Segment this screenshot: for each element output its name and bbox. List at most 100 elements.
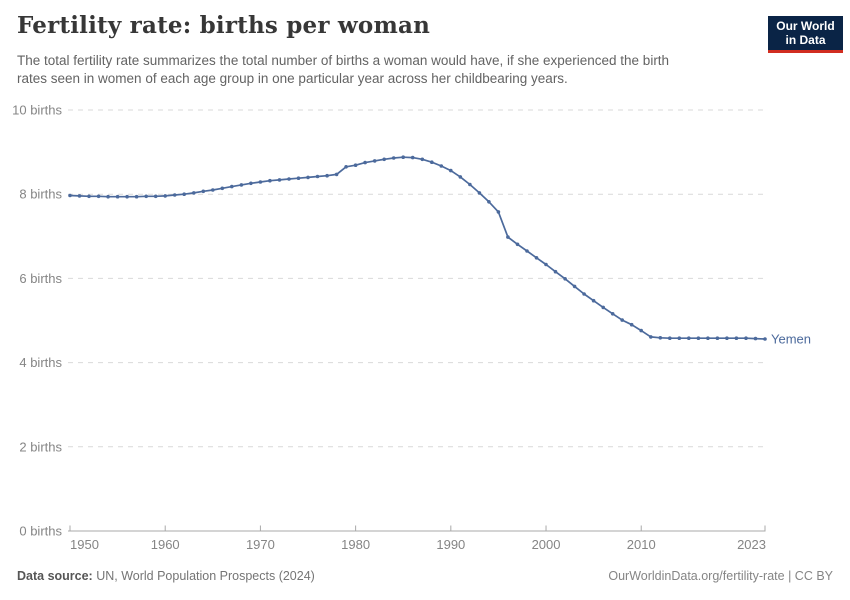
data-point — [182, 192, 186, 196]
data-point — [696, 336, 701, 341]
data-point — [649, 335, 653, 339]
x-axis-tick-label: 1980 — [341, 537, 370, 552]
data-point — [534, 255, 539, 260]
data-point — [515, 242, 520, 247]
data-point — [468, 182, 472, 187]
x-axis-tick-label: 1960 — [151, 537, 180, 552]
data-point — [601, 305, 605, 310]
data-point — [639, 328, 643, 333]
data-point — [496, 210, 501, 214]
data-point — [420, 157, 425, 162]
data-point — [477, 191, 482, 195]
data-point — [77, 194, 82, 198]
data-point — [372, 159, 377, 163]
data-point — [144, 194, 148, 199]
data-source-value: UN, World Population Prospects (2024) — [92, 569, 315, 583]
data-point — [106, 194, 110, 199]
data-point — [201, 189, 206, 194]
data-point — [677, 336, 682, 341]
series-label-yemen[interactable]: Yemen — [771, 332, 811, 347]
owid-logo-line2: in Data — [785, 33, 826, 47]
data-source: Data source: UN, World Population Prospe… — [17, 569, 315, 583]
footer-url-link[interactable]: OurWorldinData.org/fertility-rate — [608, 569, 785, 583]
x-axis-tick-label: 2023 — [737, 537, 766, 552]
data-point — [230, 184, 234, 189]
series-line-yemen[interactable] — [69, 156, 766, 340]
data-point — [382, 157, 387, 162]
data-point — [506, 235, 510, 239]
data-point — [620, 318, 624, 322]
x-axis-tick-label: 1990 — [436, 537, 465, 552]
data-point — [353, 163, 358, 167]
data-point — [163, 194, 167, 198]
x-axis-tick-label: 1950 — [70, 537, 99, 552]
data-point — [220, 186, 225, 191]
chart-subtitle-line1: The total fertility rate summarizes the … — [17, 53, 670, 68]
y-axis-tick-label: 4 births — [19, 355, 62, 370]
data-point — [753, 336, 758, 341]
data-point — [134, 194, 139, 199]
data-point — [268, 178, 272, 183]
data-point — [334, 172, 339, 177]
data-point — [449, 168, 453, 173]
x-axis-tick-label: 1970 — [246, 537, 275, 552]
data-point — [525, 249, 529, 253]
y-axis-tick-label: 2 births — [19, 439, 62, 454]
data-point — [563, 277, 567, 281]
chart-subtitle-line2: rates seen in women of each age group in… — [17, 70, 568, 86]
x-axis-tick-label: 2000 — [532, 537, 561, 552]
data-point — [610, 312, 615, 316]
data-point — [544, 262, 548, 267]
data-point — [125, 194, 129, 199]
data-point — [687, 336, 691, 341]
data-point — [572, 284, 577, 289]
data-point — [763, 337, 767, 341]
data-point — [715, 336, 720, 341]
data-point — [591, 298, 596, 303]
data-point — [401, 155, 406, 159]
data-point — [277, 178, 282, 182]
y-axis-tick-label: 8 births — [19, 187, 62, 202]
footer-links: OurWorldinData.org/fertility-rate | CC B… — [608, 569, 833, 583]
data-point — [87, 194, 91, 199]
data-point — [430, 160, 434, 164]
data-point — [258, 180, 263, 184]
data-point — [668, 336, 672, 341]
data-source-label: Data source: — [17, 569, 93, 583]
data-point — [582, 292, 586, 296]
footer-separator: | — [784, 569, 795, 583]
y-axis-tick-label: 0 births — [19, 524, 62, 539]
x-axis-tick-label: 2010 — [627, 537, 656, 552]
data-point — [706, 336, 710, 341]
data-point — [315, 174, 320, 179]
data-point — [487, 200, 491, 204]
data-point — [344, 165, 348, 169]
data-point — [115, 194, 120, 199]
data-point — [439, 164, 444, 168]
data-point — [96, 194, 101, 199]
data-point — [249, 181, 253, 186]
data-point — [391, 156, 396, 160]
data-point — [211, 188, 215, 192]
data-point — [658, 336, 663, 340]
chart-subtitle: The total fertility rate summarizes the … — [17, 52, 669, 87]
data-point — [296, 176, 301, 180]
data-point — [734, 336, 739, 341]
data-point — [325, 173, 329, 178]
data-point — [153, 194, 158, 199]
data-point — [410, 155, 415, 160]
data-point — [725, 336, 729, 341]
data-point — [68, 193, 72, 198]
data-point — [744, 336, 748, 341]
data-point — [192, 191, 196, 195]
page-title: Fertility rate: births per woman — [17, 12, 431, 39]
footer-license-link[interactable]: CC BY — [794, 569, 833, 583]
y-axis-tick-label: 6 births — [19, 271, 62, 286]
data-point — [239, 183, 244, 187]
y-axis-tick-label: 10 births — [12, 103, 62, 118]
owid-logo[interactable]: Our World in Data — [768, 16, 843, 53]
data-point — [458, 175, 463, 179]
data-point — [172, 193, 177, 197]
